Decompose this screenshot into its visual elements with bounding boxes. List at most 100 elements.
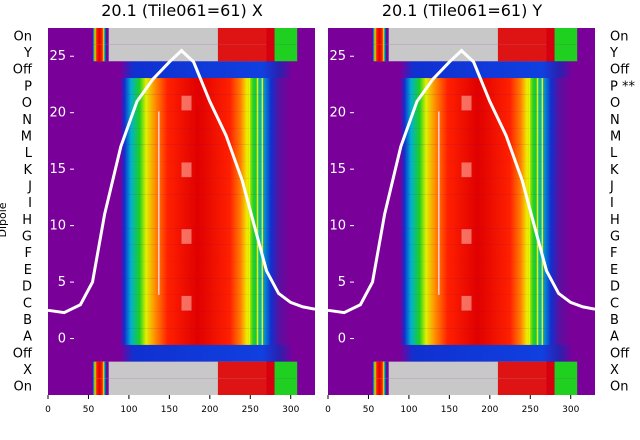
heat-stripe (541, 161, 544, 179)
heat-highlight (461, 162, 472, 178)
heat-cell (370, 111, 586, 129)
y-axis-label: Dipole (0, 202, 9, 237)
x-ticks-x: 0 50 100 150 200 250 300 (45, 395, 300, 415)
row-label: K (23, 163, 32, 178)
row-label: L (610, 146, 618, 161)
heat-stripe (536, 94, 539, 112)
heat-cell (90, 44, 109, 62)
row-label: G (22, 230, 32, 245)
heat-stripe (528, 161, 531, 179)
heat-stripe (248, 328, 251, 345)
row-label: A (23, 330, 32, 345)
heat-stripe (248, 144, 251, 162)
row-label: P (24, 79, 32, 94)
row-label: D (22, 280, 32, 295)
heat-stripe (256, 211, 259, 229)
heat-stripe (528, 244, 531, 262)
heat-cell (90, 28, 109, 45)
heat-highlight (181, 295, 192, 311)
heat-cell (90, 328, 306, 345)
heat-stripe (541, 128, 544, 145)
heatmap-x (47, 28, 316, 395)
x-tick-label: 0 (45, 405, 51, 415)
heat-stripe (536, 178, 539, 195)
heat-stripe (536, 111, 539, 129)
heat-cell (370, 228, 586, 245)
heat-cell (554, 28, 578, 45)
overlay-curve (327, 48, 596, 315)
heatmap-y (327, 28, 596, 395)
row-label: J (27, 179, 32, 194)
heat-stripe (536, 294, 539, 312)
heat-cell (497, 44, 555, 62)
x-tick-label: 150 (161, 405, 178, 415)
overlay-tick-label: 25 (49, 49, 66, 64)
heat-stripe (261, 328, 264, 345)
heat-cell (217, 44, 275, 62)
overlay-tick-label: 10 (49, 219, 66, 234)
heat-stripe (541, 261, 544, 279)
heat-stripe (248, 94, 251, 112)
heat-cell (90, 294, 306, 312)
heat-highlight (461, 295, 472, 311)
heat-stripe (536, 328, 539, 345)
heat-cell (554, 361, 578, 379)
heat-cell (370, 178, 586, 195)
row-label: Off (610, 346, 630, 361)
heat-stripe (528, 178, 531, 195)
heat-stripe (541, 111, 544, 129)
heat-stripe (528, 111, 531, 129)
heat-stripe (541, 78, 544, 95)
heat-highlight (461, 95, 472, 111)
x-tick-label: 50 (83, 405, 95, 415)
heat-cell (274, 28, 298, 45)
row-label: Off (13, 346, 33, 361)
heat-cell (370, 261, 586, 279)
heat-stripe (261, 144, 264, 162)
heat-stripe (256, 94, 259, 112)
overlay-tick-label: 0 (58, 332, 66, 347)
heat-stripe (541, 294, 544, 312)
overlay-tick-label: 20 (49, 106, 66, 121)
x-tick-label: 100 (400, 405, 417, 415)
row-label: On (14, 29, 32, 44)
heatmap-panel-x: 20.1 (Tile061=61) X OnYOffPONMLKJIHGFEDC… (13, 1, 316, 415)
heat-cell (90, 94, 306, 112)
heat-cell (90, 361, 109, 379)
heat-stripe (256, 161, 259, 179)
heat-stripe (528, 261, 531, 279)
overlay-tick-label: 20 (329, 106, 346, 121)
overlay-curve (47, 48, 316, 315)
heat-cell (90, 211, 306, 229)
heat-stripe (528, 278, 531, 295)
heat-cell (274, 378, 298, 395)
heat-cell (370, 128, 586, 145)
heat-stripe (536, 194, 539, 212)
heat-stripe (261, 294, 264, 312)
heat-cell (370, 78, 586, 95)
heat-cell (370, 244, 586, 262)
heat-stripe (256, 178, 259, 195)
overlay-ticks-x: 25 20 15 10 5 0 (49, 49, 74, 347)
x-ticks-y: 0 50 100 150 200 250 300 (325, 395, 580, 415)
heat-stripe (541, 194, 544, 212)
heat-stripe (541, 178, 544, 195)
row-label: I (28, 196, 32, 211)
x-tick-label: 50 (363, 405, 375, 415)
overlay-tick-label: 0 (338, 332, 346, 347)
heat-stripe (248, 294, 251, 312)
heat-cell (217, 378, 275, 395)
x-tick-label: 100 (120, 405, 137, 415)
heat-cell (90, 194, 306, 212)
x-tick-label: 0 (325, 405, 331, 415)
heat-cell (370, 294, 586, 312)
heat-cell (274, 361, 298, 379)
heat-cell (370, 161, 586, 179)
heat-cell (370, 278, 586, 295)
heat-stripe (536, 78, 539, 95)
heat-stripe (528, 78, 531, 95)
heat-stripe (261, 228, 264, 245)
